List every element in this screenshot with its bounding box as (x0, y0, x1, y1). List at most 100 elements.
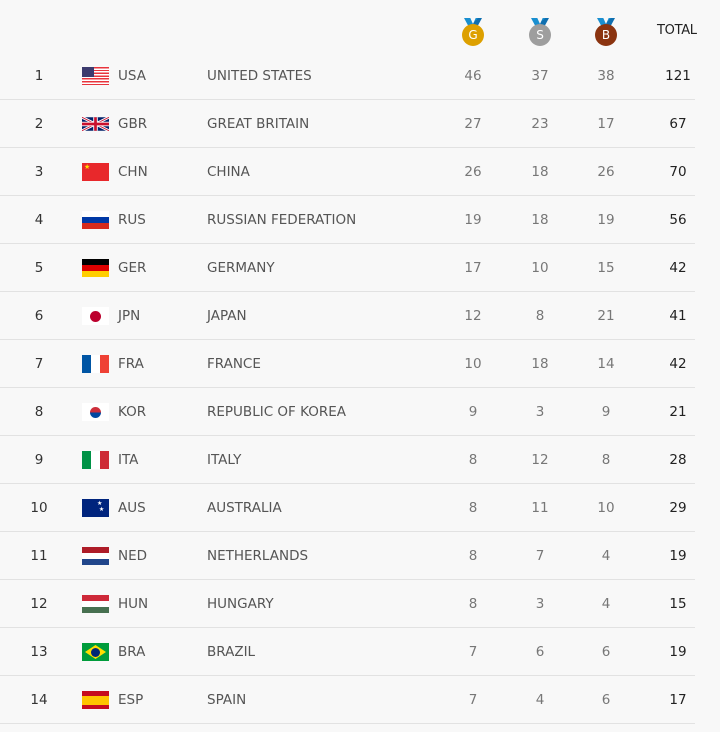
table-row[interactable]: 5 GER GERMANY 17 10 15 42 (0, 244, 695, 292)
country-code: ESP (118, 692, 144, 708)
flag-rus-icon (82, 211, 109, 229)
silver-count: 7 (535, 548, 545, 564)
total-count: 21 (669, 404, 687, 420)
gold-count: 8 (468, 548, 478, 564)
country-name[interactable]: GREAT BRITAIN (207, 116, 310, 132)
total-count: 28 (669, 452, 687, 468)
table-row[interactable]: 7 FRA FRANCE 10 18 14 42 (0, 340, 695, 388)
rank: 12 (30, 596, 48, 612)
rank: 7 (34, 356, 44, 372)
flag-jpn-icon (82, 307, 109, 325)
country-name[interactable]: REPUBLIC OF KOREA (207, 404, 346, 420)
table-row[interactable]: 4 RUS RUSSIAN FEDERATION 19 18 19 56 (0, 196, 695, 244)
silver-count: 18 (531, 356, 549, 372)
country-name[interactable]: RUSSIAN FEDERATION (207, 212, 357, 228)
table-row[interactable]: 1 USA UNITED STATES 46 37 38 121 (0, 52, 695, 100)
rank: 9 (34, 452, 44, 468)
country-code: BRA (118, 644, 146, 660)
gold-count: 26 (464, 164, 482, 180)
rank: 1 (34, 68, 44, 84)
bronze-count: 17 (597, 116, 615, 132)
country-name[interactable]: CHINA (207, 164, 250, 180)
gold-count: 10 (464, 356, 482, 372)
country-name[interactable]: HUNGARY (207, 596, 274, 612)
bronze-count: 4 (601, 548, 611, 564)
gold-count: 9 (468, 404, 478, 420)
country-name[interactable]: GERMANY (207, 260, 275, 276)
bronze-count: 21 (597, 308, 615, 324)
gold-count: 8 (468, 596, 478, 612)
country-name[interactable]: JAPAN (207, 308, 247, 324)
table-row[interactable]: 11 NED NETHERLANDS 8 7 4 19 (0, 532, 695, 580)
country-code: USA (118, 68, 146, 84)
bronze-count: 6 (601, 692, 611, 708)
silver-count: 4 (535, 692, 545, 708)
total-count: 17 (669, 692, 687, 708)
bronze-count: 38 (597, 68, 615, 84)
rank: 2 (34, 116, 44, 132)
country-name[interactable]: UNITED STATES (207, 68, 312, 84)
table-row[interactable]: 2 GBR GREAT BRITAIN 27 23 17 67 (0, 100, 695, 148)
rank: 14 (30, 692, 48, 708)
table-row[interactable]: 3 ★ CHN CHINA 26 18 26 70 (0, 148, 695, 196)
silver-count: 3 (535, 596, 545, 612)
silver-count: 11 (531, 500, 549, 516)
rank: 8 (34, 404, 44, 420)
country-code: AUS (118, 500, 146, 516)
country-name[interactable]: SPAIN (207, 692, 247, 708)
gold-count: 7 (468, 692, 478, 708)
table-row[interactable]: 8 KOR REPUBLIC OF KOREA 9 3 9 21 (0, 388, 695, 436)
bronze-count: 9 (601, 404, 611, 420)
flag-chn-icon: ★ (82, 163, 109, 181)
country-name[interactable]: AUSTRALIA (207, 500, 282, 516)
country-code: HUN (118, 596, 149, 612)
gold-count: 19 (464, 212, 482, 228)
country-code: FRA (118, 356, 144, 372)
flag-aus-icon: ★ ★ (82, 499, 109, 517)
flag-ger-icon (82, 259, 109, 277)
rank: 3 (34, 164, 44, 180)
gold-count: 46 (464, 68, 482, 84)
flag-fra-icon (82, 355, 109, 373)
total-count: 42 (669, 260, 687, 276)
rank: 11 (30, 548, 48, 564)
table-row[interactable]: 9 ITA ITALY 8 12 8 28 (0, 436, 695, 484)
rank: 4 (34, 212, 44, 228)
bronze-count: 4 (601, 596, 611, 612)
table-row[interactable]: 13 BRA BRAZIL 7 6 6 19 (0, 628, 695, 676)
gold-count: 8 (468, 452, 478, 468)
silver-count: 8 (535, 308, 545, 324)
silver-count: 18 (531, 212, 549, 228)
flag-kor-icon (82, 403, 109, 421)
country-code: GBR (118, 116, 148, 132)
total-count: 19 (669, 548, 687, 564)
country-name[interactable]: FRANCE (207, 356, 261, 372)
bronze-count: 19 (597, 212, 615, 228)
country-code: KOR (118, 404, 147, 420)
flag-bra-icon (82, 643, 109, 661)
total-count: 19 (669, 644, 687, 660)
flag-esp-icon (82, 691, 109, 709)
bronze-count: 15 (597, 260, 615, 276)
country-name[interactable]: NETHERLANDS (207, 548, 309, 564)
table-row[interactable]: 14 ESP SPAIN 7 4 6 17 (0, 676, 695, 724)
table-row[interactable]: 10 ★ ★ AUS AUSTRALIA 8 11 10 29 (0, 484, 695, 532)
table-row[interactable]: 6 JPN JAPAN 12 8 21 41 (0, 292, 695, 340)
country-code: NED (118, 548, 148, 564)
gold-count: 8 (468, 500, 478, 516)
silver-count: 12 (531, 452, 549, 468)
bronze-count: 8 (601, 452, 611, 468)
silver-count: 6 (535, 644, 545, 660)
country-name[interactable]: ITALY (207, 452, 242, 468)
bronze-count: 14 (597, 356, 615, 372)
total-count: 67 (669, 116, 687, 132)
silver-medal-icon: S (527, 18, 553, 48)
total-count: 15 (669, 596, 687, 612)
rank: 6 (34, 308, 44, 324)
rank: 5 (34, 260, 44, 276)
country-code: JPN (118, 308, 141, 324)
total-count: 121 (665, 68, 691, 84)
country-name[interactable]: BRAZIL (207, 644, 256, 660)
rank: 10 (30, 500, 48, 516)
table-row[interactable]: 12 HUN HUNGARY 8 3 4 15 (0, 580, 695, 628)
